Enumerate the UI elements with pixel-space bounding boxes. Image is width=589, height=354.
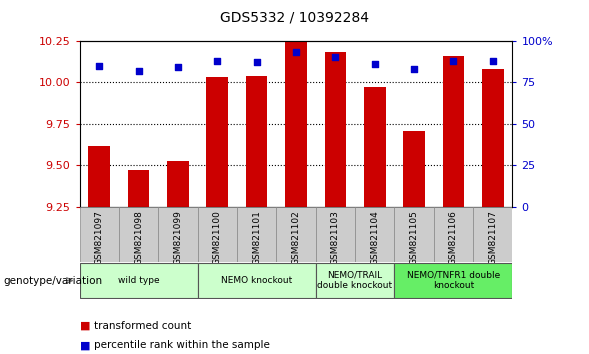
- Point: [370, 61, 379, 67]
- Point: [291, 50, 300, 55]
- Point: [409, 66, 419, 72]
- Text: GSM821103: GSM821103: [331, 210, 340, 265]
- FancyBboxPatch shape: [316, 207, 355, 262]
- FancyBboxPatch shape: [395, 263, 512, 298]
- FancyBboxPatch shape: [158, 207, 197, 262]
- Point: [134, 68, 143, 74]
- Bar: [88, 145, 110, 207]
- Point: [449, 58, 458, 63]
- FancyBboxPatch shape: [355, 207, 395, 262]
- Text: NEMO/TNFR1 double
knockout: NEMO/TNFR1 double knockout: [407, 271, 500, 290]
- Text: wild type: wild type: [118, 276, 160, 285]
- FancyBboxPatch shape: [395, 207, 434, 262]
- Bar: [325, 52, 346, 207]
- Bar: [246, 76, 267, 207]
- Text: GSM821099: GSM821099: [173, 210, 183, 265]
- Point: [488, 58, 498, 63]
- Point: [173, 64, 183, 70]
- Bar: [442, 56, 464, 207]
- FancyBboxPatch shape: [237, 207, 276, 262]
- Bar: [403, 131, 425, 207]
- FancyBboxPatch shape: [434, 207, 473, 262]
- Text: GSM821100: GSM821100: [213, 210, 222, 265]
- Bar: [167, 160, 188, 207]
- Bar: [482, 69, 504, 207]
- Text: NEMO knockout: NEMO knockout: [221, 276, 292, 285]
- Text: ■: ■: [80, 340, 90, 350]
- Bar: [364, 87, 386, 207]
- FancyBboxPatch shape: [276, 207, 316, 262]
- FancyBboxPatch shape: [197, 207, 237, 262]
- Text: GSM821102: GSM821102: [292, 210, 300, 264]
- FancyBboxPatch shape: [197, 263, 316, 298]
- Text: GDS5332 / 10392284: GDS5332 / 10392284: [220, 11, 369, 25]
- Point: [330, 55, 340, 60]
- Text: genotype/variation: genotype/variation: [3, 275, 102, 286]
- Bar: [206, 77, 228, 207]
- FancyBboxPatch shape: [316, 263, 395, 298]
- Text: percentile rank within the sample: percentile rank within the sample: [94, 340, 270, 350]
- Text: GSM821098: GSM821098: [134, 210, 143, 265]
- Text: ■: ■: [80, 321, 90, 331]
- Text: GSM821107: GSM821107: [488, 210, 497, 265]
- Text: GSM821104: GSM821104: [370, 210, 379, 264]
- Bar: [128, 171, 150, 207]
- Text: GSM821097: GSM821097: [95, 210, 104, 265]
- FancyBboxPatch shape: [119, 207, 158, 262]
- Point: [252, 59, 262, 65]
- FancyBboxPatch shape: [80, 263, 197, 298]
- FancyBboxPatch shape: [80, 207, 119, 262]
- Text: transformed count: transformed count: [94, 321, 191, 331]
- Point: [94, 63, 104, 69]
- Text: NEMO/TRAIL
double knockout: NEMO/TRAIL double knockout: [317, 271, 393, 290]
- Text: GSM821101: GSM821101: [252, 210, 261, 265]
- Text: GSM821106: GSM821106: [449, 210, 458, 265]
- FancyBboxPatch shape: [473, 207, 512, 262]
- Point: [213, 58, 222, 63]
- Text: GSM821105: GSM821105: [409, 210, 419, 265]
- Bar: [285, 42, 307, 207]
